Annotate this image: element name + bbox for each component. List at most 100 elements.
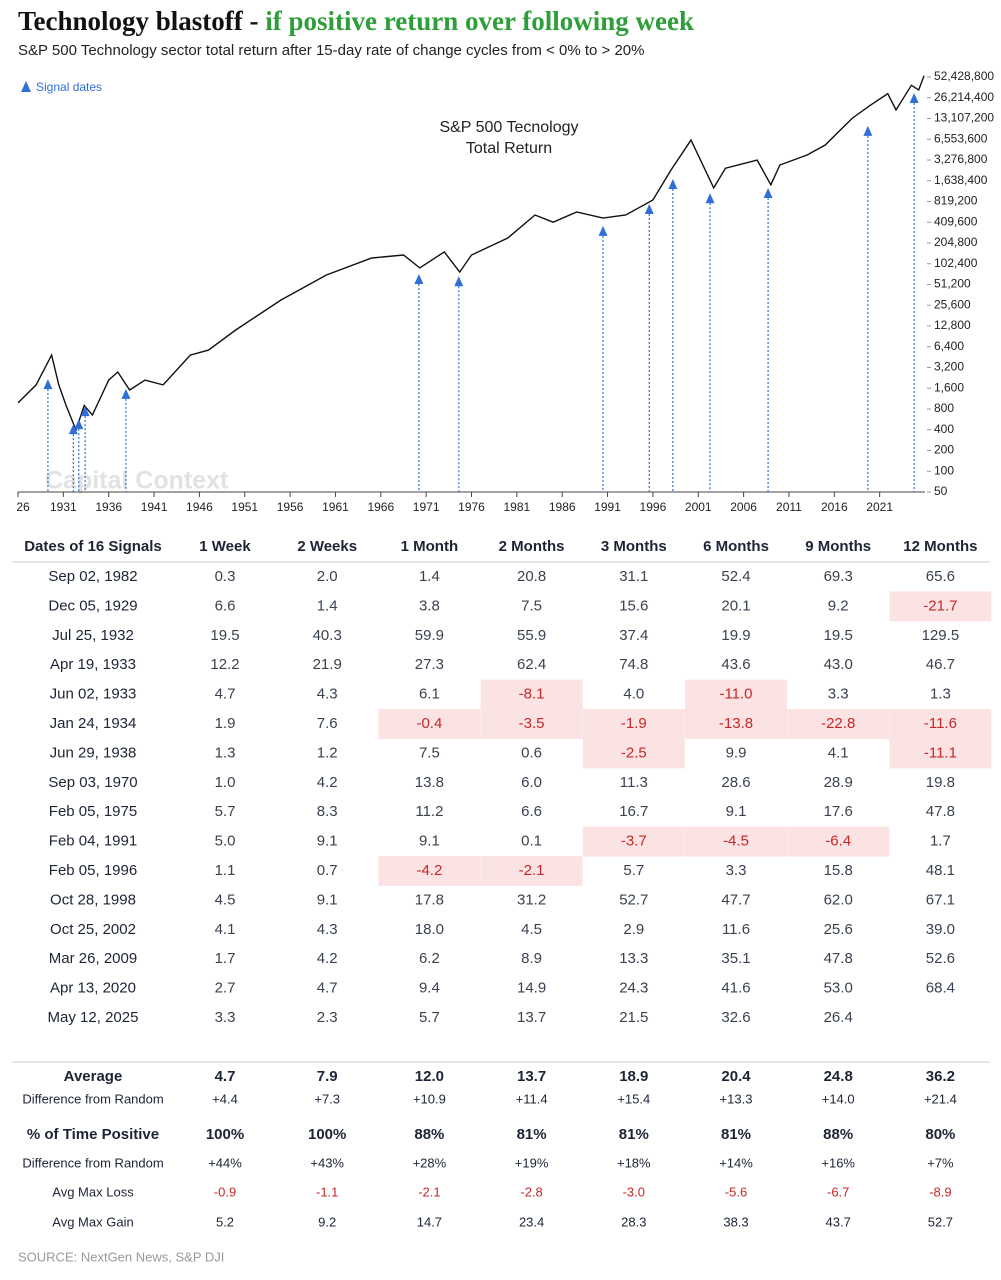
summary-label: Difference from Random: [22, 1091, 163, 1106]
cell-value: 69.3: [824, 568, 853, 585]
y-tick-label: 12,800: [934, 318, 971, 332]
x-tick-label: 2001: [685, 500, 712, 514]
negative-cell: [480, 709, 583, 739]
summary-value: -5.6: [725, 1184, 747, 1199]
cell-value: 19.8: [926, 774, 955, 791]
negative-cell: [787, 826, 890, 857]
x-tick-label: 2011: [776, 500, 802, 514]
table-header: 1 Week: [199, 538, 251, 555]
cell-value: 31.1: [619, 568, 648, 585]
summary-value: 24.8: [824, 1068, 853, 1085]
cell-value: 6.6: [521, 803, 542, 820]
cell-value: 35.1: [721, 950, 750, 967]
y-tick-label: 50: [934, 484, 948, 498]
summary-value: +7.3: [314, 1091, 340, 1106]
cell-value: 1.7: [930, 833, 951, 850]
cell-value: 0.7: [317, 862, 338, 879]
signal-marker: [43, 379, 53, 390]
summary-value: 28.3: [621, 1214, 646, 1229]
negative-cell: [378, 709, 481, 739]
cell-value: 17.6: [824, 803, 853, 820]
summary-value: 88%: [823, 1126, 853, 1143]
cell-value: 1.2: [317, 744, 338, 761]
cell-value: 12.2: [210, 656, 239, 673]
cell-value: 9.1: [317, 891, 338, 908]
summary-value: +28%: [413, 1155, 447, 1170]
cell-value: 2.3: [317, 1009, 338, 1026]
x-tick-label: 2016: [821, 500, 848, 514]
cell-value: 6.2: [419, 950, 440, 967]
cell-value: 17.8: [415, 891, 444, 908]
x-tick-label: 1946: [186, 500, 213, 514]
row-date: May 12, 2025: [48, 1009, 139, 1026]
cell-value: 20.1: [721, 597, 750, 614]
legend-label: Signal dates: [36, 80, 102, 94]
cell-value: 47.8: [926, 803, 955, 820]
y-tick-label: 800: [934, 401, 954, 415]
cell-value: 62.4: [517, 656, 546, 673]
y-tick-label: 26,214,400: [934, 90, 994, 104]
cell-value: 1.1: [215, 862, 236, 879]
cell-value: 1.7: [215, 950, 236, 967]
cell-value: -3.5: [519, 715, 545, 732]
y-tick-label: 409,600: [934, 214, 978, 228]
cell-value: 7.6: [317, 715, 338, 732]
y-tick-label: 6,400: [934, 339, 964, 353]
table-header: 2 Weeks: [297, 538, 357, 555]
y-tick-label: 3,200: [934, 360, 964, 374]
x-tick-label: 1966: [367, 500, 394, 514]
negative-cell: [582, 738, 685, 769]
cell-value: 2.9: [623, 921, 644, 938]
summary-value: -3.0: [623, 1184, 645, 1199]
summary-value: +18%: [617, 1155, 651, 1170]
cell-value: 19.9: [721, 627, 750, 644]
summary-value: 13.7: [517, 1068, 546, 1085]
cell-value: 21.9: [313, 656, 342, 673]
annotation: S&P 500 Tecnology: [439, 119, 578, 136]
row-date: Sep 03, 1970: [48, 774, 137, 791]
cell-value: 48.1: [926, 862, 955, 879]
cell-value: 4.0: [623, 686, 644, 703]
cell-value: 59.9: [415, 627, 444, 644]
row-date: Feb 05, 1996: [49, 862, 137, 879]
y-tick-label: 100: [934, 463, 954, 477]
summary-label: Avg Max Gain: [52, 1214, 133, 1229]
cell-value: 5.7: [623, 862, 644, 879]
cell-value: 68.4: [926, 980, 955, 997]
y-tick-label: 200: [934, 443, 954, 457]
y-tick-label: 3,276,800: [934, 152, 988, 166]
cell-value: 1.9: [215, 715, 236, 732]
cell-value: 3.3: [828, 686, 849, 703]
cell-value: 1.4: [317, 597, 338, 614]
cell-value: 27.3: [415, 656, 444, 673]
signal-marker: [454, 276, 464, 287]
cell-value: 39.0: [926, 921, 955, 938]
signal-marker: [668, 178, 678, 189]
signal-marker: [68, 424, 78, 435]
cell-value: 28.9: [824, 774, 853, 791]
summary-label: % of Time Positive: [27, 1126, 159, 1143]
negative-cell: [889, 591, 992, 622]
cell-value: 67.1: [926, 891, 955, 908]
y-tick-label: 1,600: [934, 380, 964, 394]
cell-value: 1.4: [419, 568, 440, 585]
cell-value: 15.8: [824, 862, 853, 879]
table-header: 9 Months: [805, 538, 871, 555]
y-tick-label: 1,638,400: [934, 173, 988, 187]
subtitle: S&P 500 Technology sector total return a…: [18, 42, 644, 59]
cell-value: 4.1: [215, 921, 236, 938]
negative-cell: [787, 709, 890, 739]
cell-value: 1.3: [930, 686, 951, 703]
cell-value: 3.8: [419, 597, 440, 614]
cell-value: 53.0: [824, 980, 853, 997]
cell-value: 5.7: [215, 803, 236, 820]
cell-value: -11.6: [924, 715, 957, 732]
signal-marker: [121, 388, 131, 399]
summary-value: +11.4: [516, 1091, 548, 1106]
cell-value: 13.8: [415, 774, 444, 791]
cell-value: 8.3: [317, 803, 338, 820]
negative-cell: [480, 856, 583, 886]
summary-value: +10.9: [413, 1091, 446, 1106]
cell-value: -13.8: [719, 715, 753, 732]
summary-label: Difference from Random: [22, 1155, 163, 1170]
